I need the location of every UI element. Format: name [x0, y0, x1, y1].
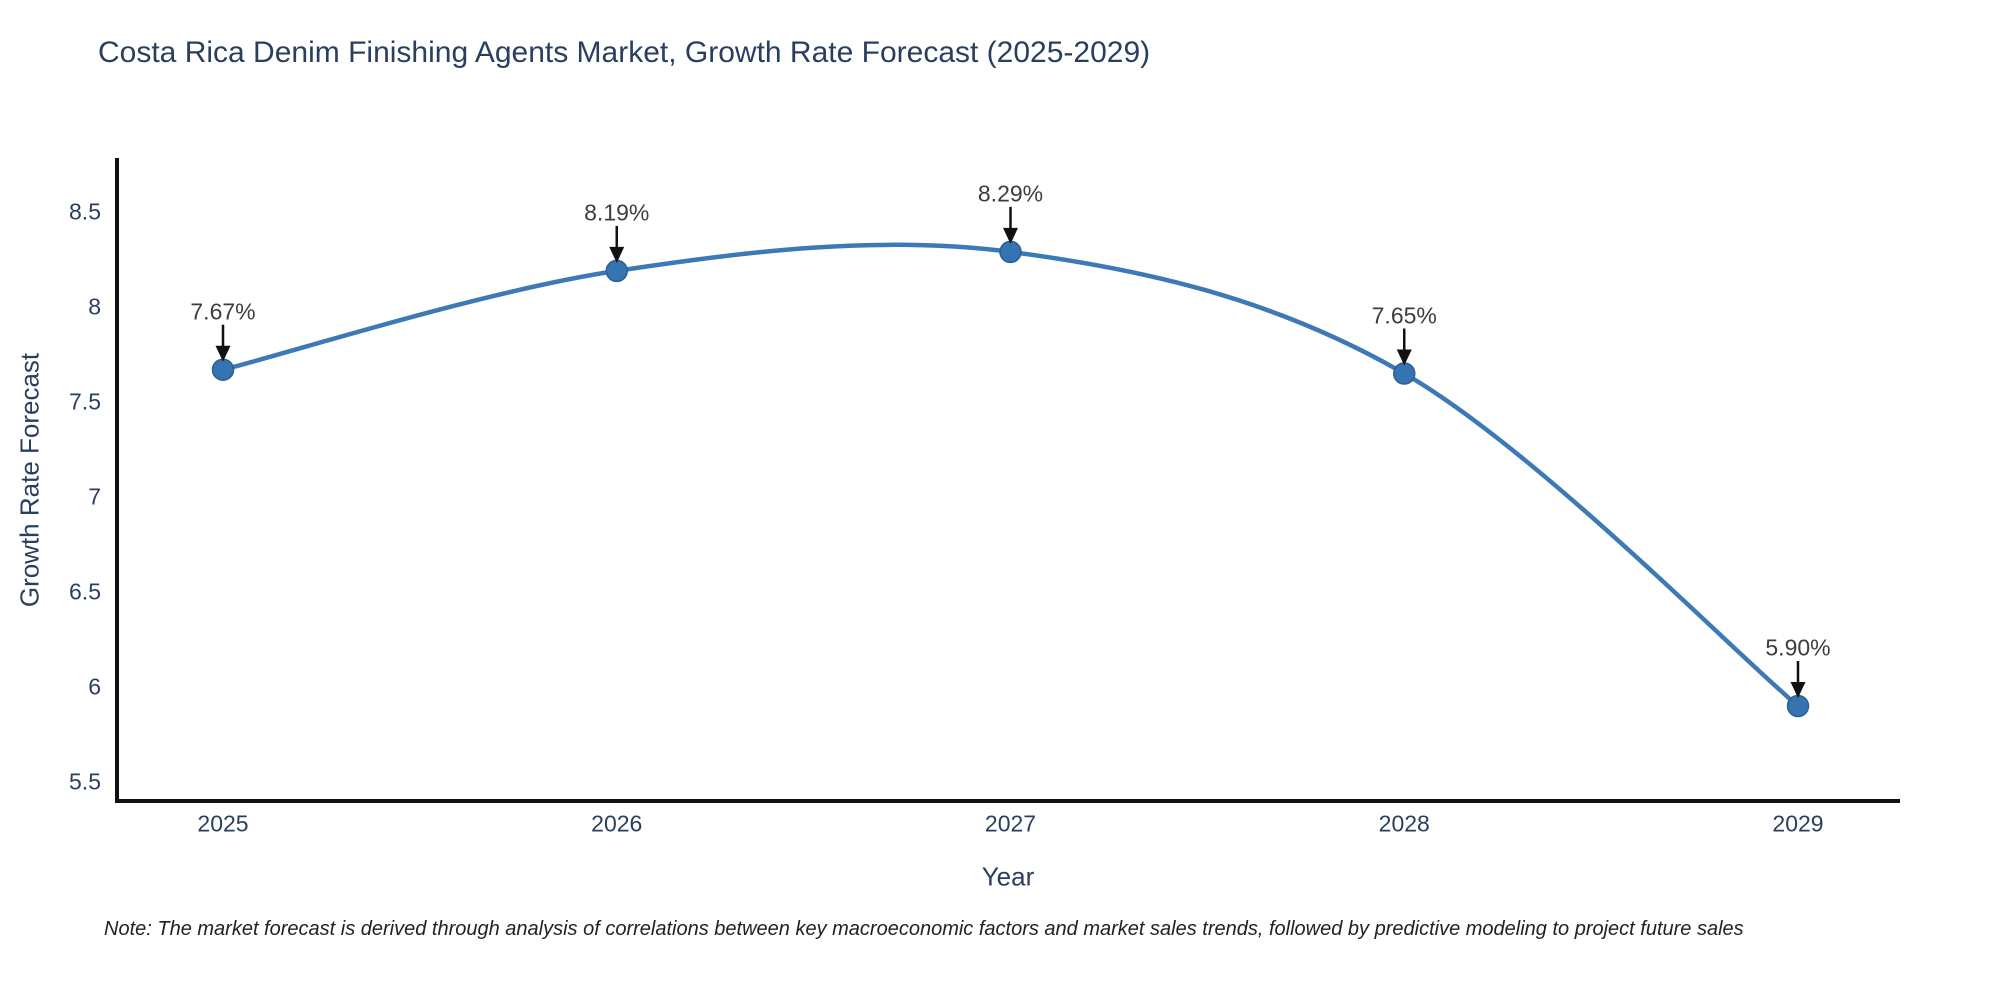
x-tick-label: 2025 [197, 810, 249, 837]
x-tick-label: 2027 [984, 810, 1037, 837]
data-point-marker[interactable] [1393, 362, 1416, 385]
point-value-label: 8.19% [584, 199, 650, 226]
y-tick-label: 5.5 [69, 768, 101, 795]
annotation-arrow-head [609, 246, 625, 263]
data-point-marker[interactable] [1786, 694, 1810, 718]
data-point-marker[interactable] [211, 358, 235, 381]
trend-line [220, 242, 1801, 709]
y-tick-label: 6 [88, 673, 101, 700]
y-tick-label: 8 [88, 293, 101, 320]
footnote: Note: The market forecast is derived thr… [104, 918, 1744, 940]
chart-title: Costa Rica Denim Finishing Agents Market… [98, 36, 1151, 69]
point-value-label: 7.67% [190, 298, 256, 325]
annotation-arrow-head [1396, 349, 1412, 366]
annotation-arrow-head [1003, 227, 1018, 244]
x-tick-label: 2026 [591, 810, 643, 837]
data-point-marker[interactable] [605, 259, 628, 283]
annotation-arrow-head [215, 345, 231, 362]
y-tick-label: 8.5 [69, 198, 101, 225]
x-tick-label: 2028 [1378, 810, 1430, 837]
point-value-label: 7.65% [1371, 302, 1437, 328]
point-value-label: 5.90% [1765, 634, 1831, 661]
x-tick-label: 2029 [1772, 810, 1824, 837]
y-tick-label: 7.5 [69, 388, 101, 415]
annotation-arrow-head [1790, 682, 1806, 698]
y-tick-label: 6.5 [69, 578, 101, 605]
y-axis-title: Growth Rate Forecast [14, 352, 45, 608]
x-axis-title: Year [981, 861, 1035, 892]
y-tick-label: 7 [88, 483, 101, 510]
data-point-marker[interactable] [999, 240, 1022, 264]
point-value-label: 8.29% [977, 180, 1044, 207]
